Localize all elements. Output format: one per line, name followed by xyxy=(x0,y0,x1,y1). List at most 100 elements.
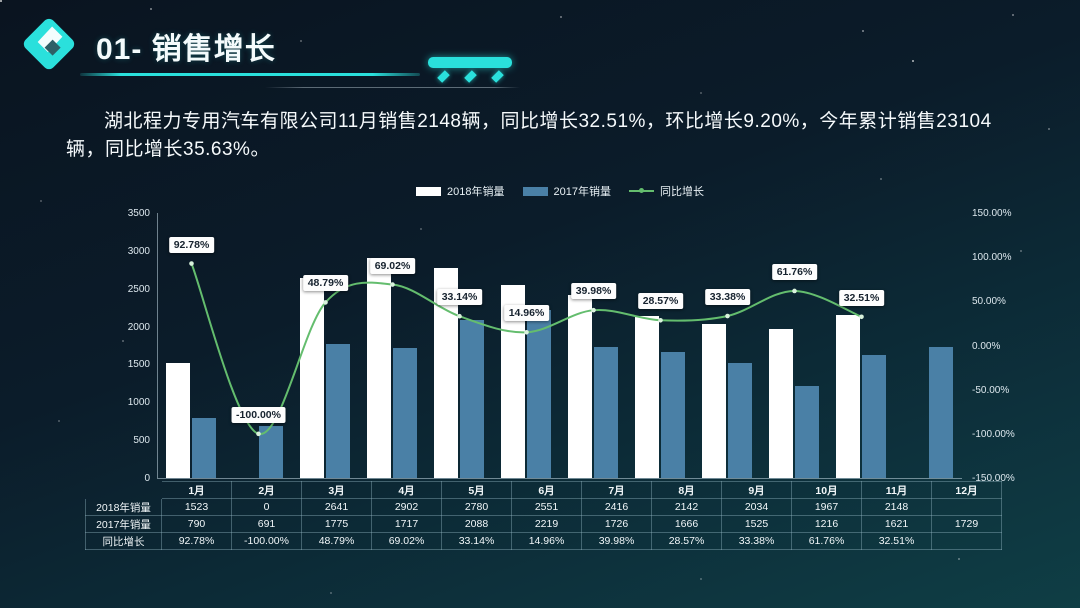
table-value-cell: 69.02% xyxy=(371,532,442,550)
diamond-bullet-icon xyxy=(464,70,477,83)
table-month-header: 2月 xyxy=(231,481,302,499)
yoy-data-label-11月: 32.51% xyxy=(838,289,885,306)
table-month-header: 10月 xyxy=(791,481,862,499)
legend-item-yoy-growth: 同比增长 xyxy=(628,183,704,199)
table-value-cell: 1621 xyxy=(861,515,932,533)
line-point-marker xyxy=(725,313,730,319)
table-value-cell: 61.76% xyxy=(791,532,862,550)
line-point-marker xyxy=(189,261,194,266)
bar-2017年销量-1月 xyxy=(192,418,216,478)
table-value-cell: 1775 xyxy=(301,515,372,533)
bar-2018年销量-8月 xyxy=(635,315,659,478)
legend-label-2018: 2018年销量 xyxy=(447,186,505,198)
table-value-cell: 0 xyxy=(231,498,302,516)
table-value-cell: 1967 xyxy=(791,498,862,516)
legend-swatch-2018-icon xyxy=(416,186,442,196)
bar-2017年销量-7月 xyxy=(594,347,618,478)
table-value-cell: 32.51% xyxy=(861,532,932,550)
table-row-label: 2017年销量 xyxy=(85,515,162,533)
table-value-cell: 1726 xyxy=(581,515,652,533)
right-axis-tick: 50.00% xyxy=(972,296,1006,308)
left-axis-tick: 3500 xyxy=(127,208,150,219)
table-value-cell: 2641 xyxy=(301,498,372,516)
left-axis-tick: 3000 xyxy=(127,245,150,257)
table-month-header: 3月 xyxy=(301,481,372,499)
x-axis-line xyxy=(157,478,962,479)
legend-item-2017-sales: 2017年销量 xyxy=(522,183,611,199)
bar-2018年销量-11月 xyxy=(836,315,860,478)
right-axis-tick: 0.00% xyxy=(972,340,1001,352)
bar-2017年销量-4月 xyxy=(393,347,417,478)
bar-2018年销量-1月 xyxy=(166,362,190,478)
table-value-cell: 1666 xyxy=(651,515,722,533)
table-value-cell: 790 xyxy=(161,515,232,533)
table-month-header: 12月 xyxy=(931,481,1002,499)
legend-line-marker-icon xyxy=(628,188,654,193)
table-value-cell: 14.96% xyxy=(511,532,582,550)
table-value-cell: 2148 xyxy=(861,498,932,516)
right-axis-tick: 100.00% xyxy=(972,252,1012,264)
table-month-header: 6月 xyxy=(511,481,582,499)
bar-2017年销量-10月 xyxy=(795,385,819,478)
left-axis-tick: 2500 xyxy=(127,283,150,295)
star-field-decoration xyxy=(0,0,2,2)
table-month-header: 4月 xyxy=(371,481,442,499)
table-value-cell: 2902 xyxy=(371,498,442,516)
table-value-cell: 1729 xyxy=(931,515,1002,533)
table-month-header: 7月 xyxy=(581,481,652,499)
yoy-data-label-10月: 61.76% xyxy=(771,263,818,280)
table-row-label: 同比增长 xyxy=(85,532,162,550)
left-axis-tick: 1500 xyxy=(127,359,150,371)
bar-2018年销量-7月 xyxy=(568,295,592,478)
bar-2017年销量-8月 xyxy=(661,351,685,478)
diamond-bullet-icon xyxy=(491,70,504,83)
header-thin-line-decoration xyxy=(265,87,520,88)
yoy-data-label-3月: 48.79% xyxy=(302,275,349,292)
company-diamond-logo-icon xyxy=(23,18,75,70)
table-month-header: 9月 xyxy=(721,481,792,499)
yoy-data-label-8月: 28.57% xyxy=(637,293,684,310)
table-month-header: 1月 xyxy=(161,481,232,499)
header-pill-decoration xyxy=(428,57,512,68)
table-value-cell: 1216 xyxy=(791,515,862,533)
table-value-cell: 2142 xyxy=(651,498,722,516)
title-underline-decoration xyxy=(80,73,420,76)
bar-2017年销量-12月 xyxy=(929,347,953,478)
yoy-data-label-2月: -100.00% xyxy=(231,406,286,423)
table-value-cell: 2780 xyxy=(441,498,512,516)
bar-2017年销量-9月 xyxy=(728,362,752,478)
yoy-data-label-9月: 33.38% xyxy=(704,289,751,305)
table-value-cell: 691 xyxy=(231,515,302,533)
table-value-cell: 2034 xyxy=(721,498,792,516)
table-value-cell xyxy=(931,532,1002,550)
bar-2018年销量-10月 xyxy=(769,329,793,478)
table-value-cell: 2219 xyxy=(511,515,582,533)
table-value-cell: 1717 xyxy=(371,515,442,533)
table-month-header: 8月 xyxy=(651,481,722,499)
yoy-data-label-7月: 39.98% xyxy=(570,283,617,300)
diamond-bullet-icon xyxy=(437,70,450,83)
table-value-cell: 1523 xyxy=(161,498,232,516)
yoy-data-label-4月: 69.02% xyxy=(369,257,416,274)
right-axis-tick: -100.00% xyxy=(972,428,1015,440)
bar-2017年销量-5月 xyxy=(460,319,484,478)
bar-2017年销量-2月 xyxy=(259,425,283,478)
table-value-cell xyxy=(931,498,1002,516)
table-value-cell: 28.57% xyxy=(651,532,722,550)
yoy-data-label-1月: 92.78% xyxy=(168,236,215,253)
left-axis-tick: 500 xyxy=(133,435,150,447)
bar-2017年销量-11月 xyxy=(862,355,886,478)
table-month-header: 5月 xyxy=(441,481,512,499)
table-corner-cell xyxy=(86,482,162,499)
chart-legend: 2018年销量 2017年销量 同比增长 xyxy=(158,183,962,199)
left-axis-tick: 2000 xyxy=(127,321,150,333)
monthly-sales-data-table: 1月 2月 3月 4月 5月 6月 7月 8月 9月 10月 11月 12月 2018年销量 1523 0 2… xyxy=(85,481,1002,550)
sales-summary-text: 湖北程力专用汽车有限公司11月销售2148辆，同比增长32.51%，环比增长9.… xyxy=(66,111,992,160)
left-axis-tick: 0 xyxy=(144,473,150,484)
table-value-cell: 39.98% xyxy=(581,532,652,550)
page-title: 01- 销售增长 xyxy=(96,33,276,66)
table-value-cell: 92.78% xyxy=(161,532,232,550)
table-value-cell: 2088 xyxy=(441,515,512,533)
left-axis-tick: 1000 xyxy=(127,397,150,409)
